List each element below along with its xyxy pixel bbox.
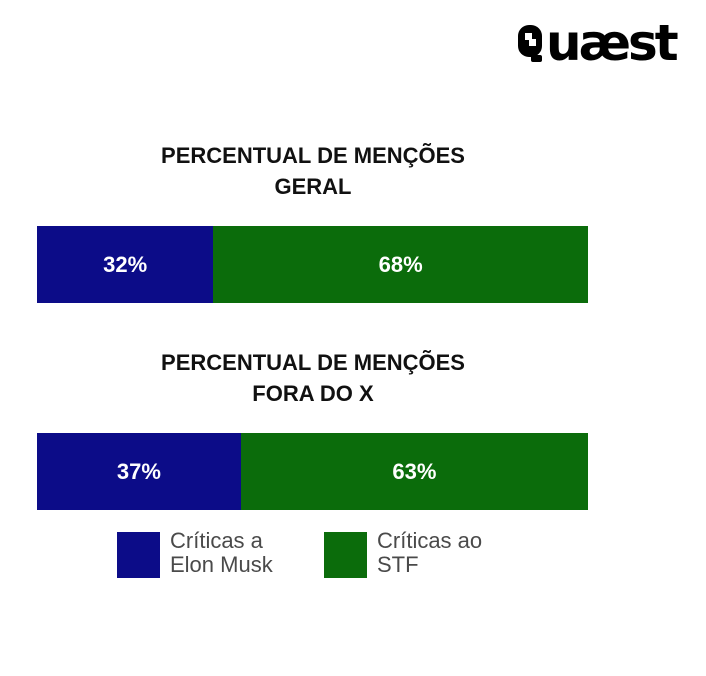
quaest-logo: uæst	[516, 10, 706, 76]
chart-title-line: FORA DO X	[252, 381, 374, 406]
chart-title-fora-do-x: PERCENTUAL DE MENÇÕES FORA DO X	[38, 347, 588, 409]
legend-label: Críticas ao STF	[377, 529, 509, 577]
legend-label-line: Elon Musk	[170, 552, 273, 577]
chart-title-line: GERAL	[274, 174, 352, 199]
legend-label: Críticas a Elon Musk	[170, 529, 302, 577]
legend-item-elon-musk: Críticas a Elon Musk	[117, 529, 302, 578]
bar-segment-elon-musk: 32%	[37, 226, 214, 303]
bar-segment-stf: 68%	[213, 226, 588, 303]
legend-label-line: STF	[377, 552, 419, 577]
stacked-bar-fora-do-x: 37% 63%	[37, 433, 588, 510]
bar-segment-elon-musk: 37%	[37, 433, 241, 510]
data-label: 37%	[116, 458, 161, 484]
data-label: 68%	[378, 251, 423, 277]
legend-swatch-elon-musk	[117, 532, 160, 578]
bar-segment-stf: 63%	[240, 433, 588, 510]
chart-title-line: PERCENTUAL DE MENÇÕES	[161, 350, 465, 375]
chart-title-line: PERCENTUAL DE MENÇÕES	[161, 143, 465, 168]
stacked-bar-geral: 32% 68%	[37, 226, 588, 303]
data-label: 63%	[392, 458, 437, 484]
quaest-logo-mark-icon	[518, 25, 542, 62]
legend-label-line: Críticas ao	[377, 528, 483, 553]
logo-text: uæst	[546, 14, 679, 72]
legend-swatch-stf	[324, 532, 367, 578]
chart-title-geral: PERCENTUAL DE MENÇÕES GERAL	[38, 140, 588, 202]
legend-label-line: Críticas a	[170, 528, 263, 553]
data-label: 32%	[103, 251, 148, 277]
legend: Críticas a Elon Musk Críticas ao STF	[117, 529, 531, 578]
legend-item-stf: Críticas ao STF	[324, 529, 509, 578]
